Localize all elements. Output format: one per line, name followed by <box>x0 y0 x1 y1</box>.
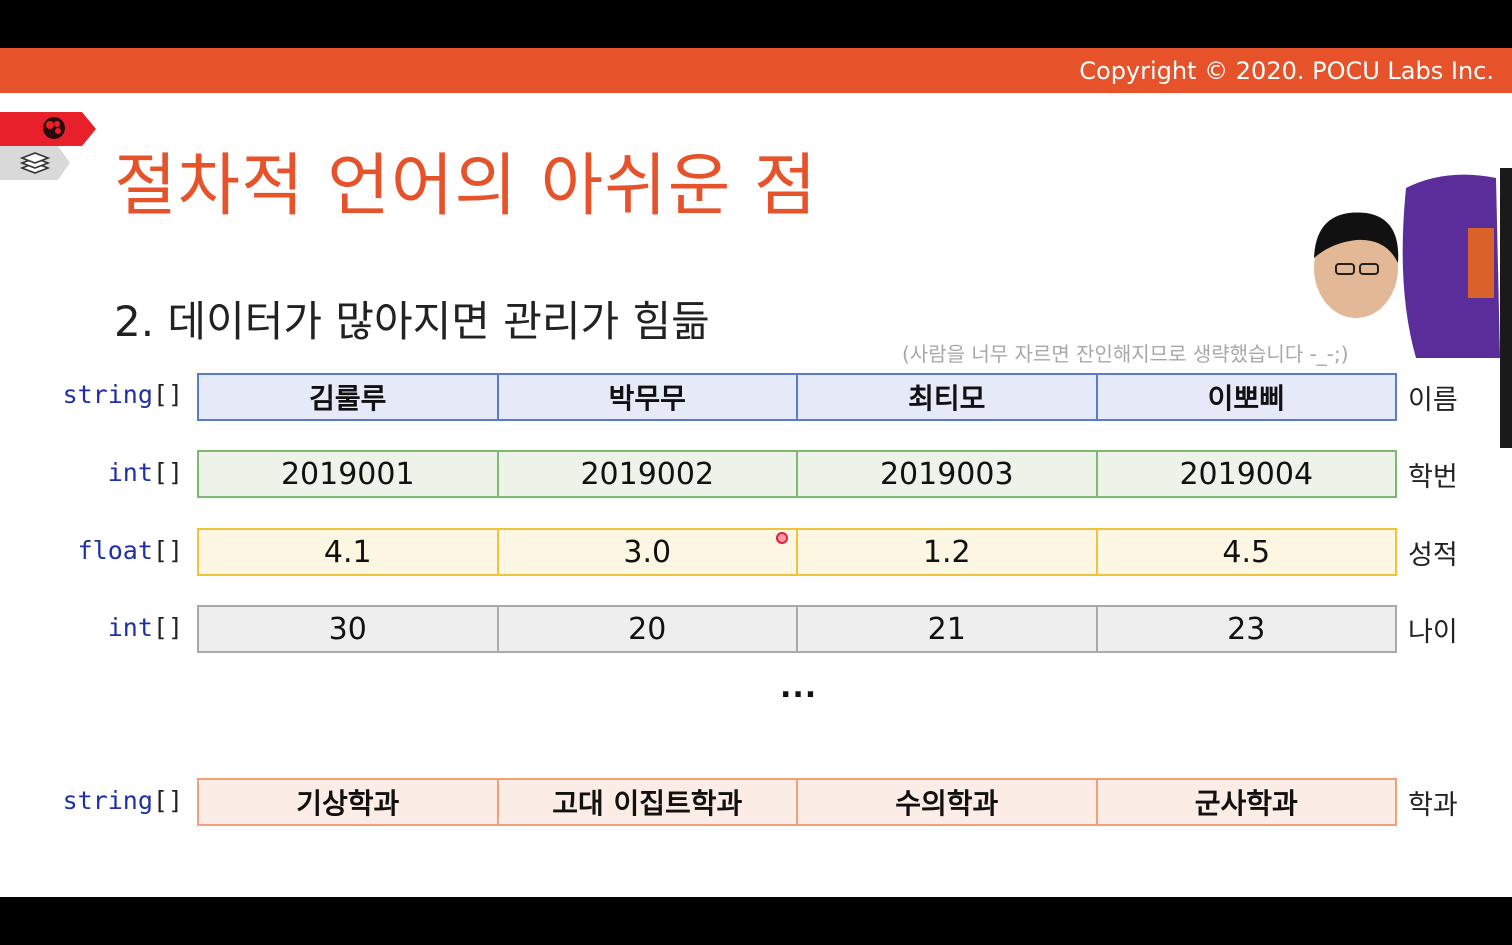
copyright-text: Copyright © 2020. POCU Labs Inc. <box>1079 57 1494 85</box>
array-cell: 박무무 <box>498 373 798 421</box>
array-cell: 30 <box>197 605 499 653</box>
presenter-image <box>1314 168 1512 448</box>
row-label-ages: 나이 <box>1408 617 1458 648</box>
array-cell: 20 <box>498 605 798 653</box>
array-cell: 1.2 <box>798 528 1098 576</box>
row-label-names: 이름 <box>1408 385 1458 416</box>
laser-pointer <box>776 532 788 544</box>
array-cell: 3.0 <box>498 528 798 576</box>
array-cell: 2019002 <box>498 450 798 498</box>
grades-array: 4.1 3.0 1.2 4.5 <box>197 528 1397 576</box>
array-cell: 4.5 <box>1097 528 1397 576</box>
row-label-grades: 성적 <box>1408 540 1458 571</box>
array-cell: 2019003 <box>798 450 1098 498</box>
array-cell: 김룰루 <box>197 373 499 421</box>
array-cell: 21 <box>798 605 1098 653</box>
row-type-ids: int[] <box>107 458 183 487</box>
slide: Copyright © 2020. POCU Labs Inc. 절차적 언어의… <box>0 48 1512 897</box>
array-cell: 최티모 <box>798 373 1098 421</box>
array-cell: 이뽀삐 <box>1097 373 1397 421</box>
brain-icon <box>0 112 96 146</box>
subtitle: 2. 데이터가 많아지면 관리가 힘듦 <box>114 297 710 346</box>
row-label-ids: 학번 <box>1408 462 1458 493</box>
array-cell: 4.1 <box>197 528 499 576</box>
ids-array: 2019001 2019002 2019003 2019004 <box>197 450 1397 498</box>
array-cell: 고대 이집트학과 <box>498 778 798 826</box>
array-cell: 2019004 <box>1097 450 1397 498</box>
page-title: 절차적 언어의 아쉬운 점 <box>114 147 818 226</box>
ages-array: 30 20 21 23 <box>197 605 1397 653</box>
departments-array: 기상학과 고대 이집트학과 수의학과 군사학과 <box>197 778 1397 826</box>
row-type-grades: float[] <box>77 536 183 565</box>
row-type-ages: int[] <box>107 613 183 642</box>
stacked-layers-icon <box>0 146 70 180</box>
array-cell: 23 <box>1097 605 1397 653</box>
row-label-departments: 학과 <box>1408 790 1458 821</box>
array-cell: 군사학과 <box>1097 778 1397 826</box>
ellipsis: ... <box>780 670 818 705</box>
array-cell: 기상학과 <box>197 778 499 826</box>
names-array: 김룰루 박무무 최티모 이뽀삐 <box>197 373 1397 421</box>
array-cell: 수의학과 <box>798 778 1098 826</box>
array-cell: 2019001 <box>197 450 499 498</box>
note-text: (사람을 너무 자르면 잔인해지므로 생략했습니다 -_-;) <box>902 342 1349 366</box>
row-type-departments: string[] <box>62 786 183 815</box>
top-bar: Copyright © 2020. POCU Labs Inc. <box>0 48 1512 93</box>
row-type-names: string[] <box>62 380 183 409</box>
